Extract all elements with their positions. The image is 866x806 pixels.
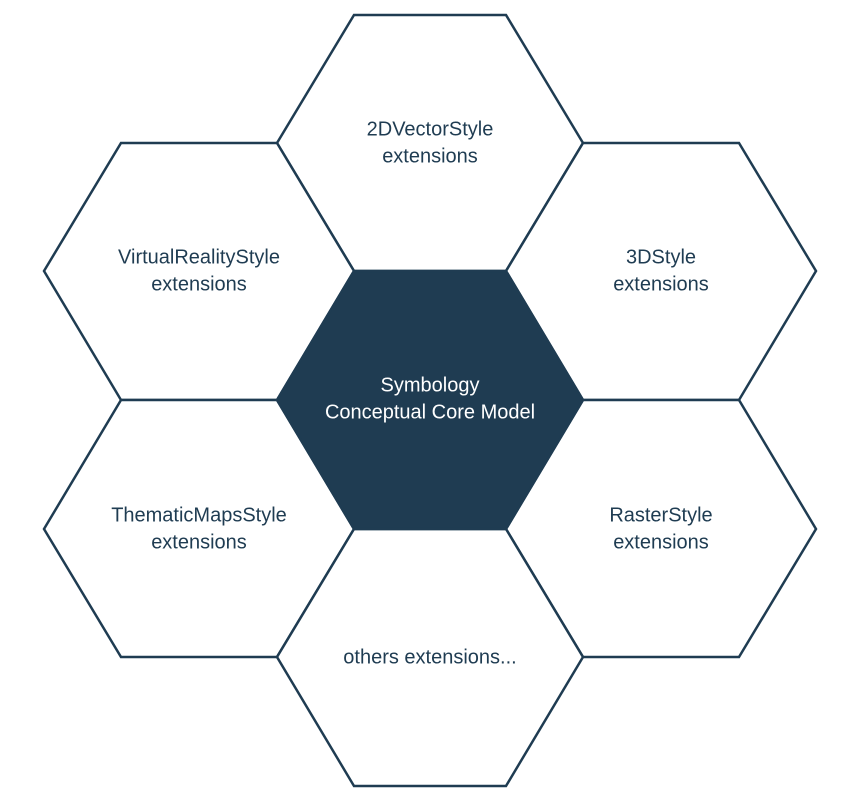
hex-3dstyle-line1: 3DStyle [626,246,696,268]
hex-2dvectorstyle-line1: 2DVectorStyle [367,118,494,140]
hex-others: others extensions... [275,527,585,788]
hex-thematicmapsstyle-line2: extensions [151,531,247,553]
hex-virtualrealitystyle-line2: extensions [151,273,247,295]
hex-thematicmapsstyle-line1: ThematicMapsStyle [111,504,287,526]
hex-core-line1: Symbology [381,374,480,396]
hex-core: Symbology Conceptual Core Model [275,269,585,531]
hex-core-line2: Conceptual Core Model [325,401,535,423]
hex-virtualrealitystyle: VirtualRealityStyle extensions [42,141,356,402]
hex-3dstyle: 3DStyle extensions [504,141,818,402]
hex-rasterstyle-line1: RasterStyle [609,504,712,526]
hex-others-line1: others extensions... [343,646,516,668]
hex-virtualrealitystyle-line1: VirtualRealityStyle [118,246,280,268]
hex-rasterstyle-line2: extensions [613,531,709,553]
hex-core-shape [275,269,585,531]
hex-2dvectorstyle-line2: extensions [382,145,478,167]
hex-3dstyle-line2: extensions [613,273,709,295]
